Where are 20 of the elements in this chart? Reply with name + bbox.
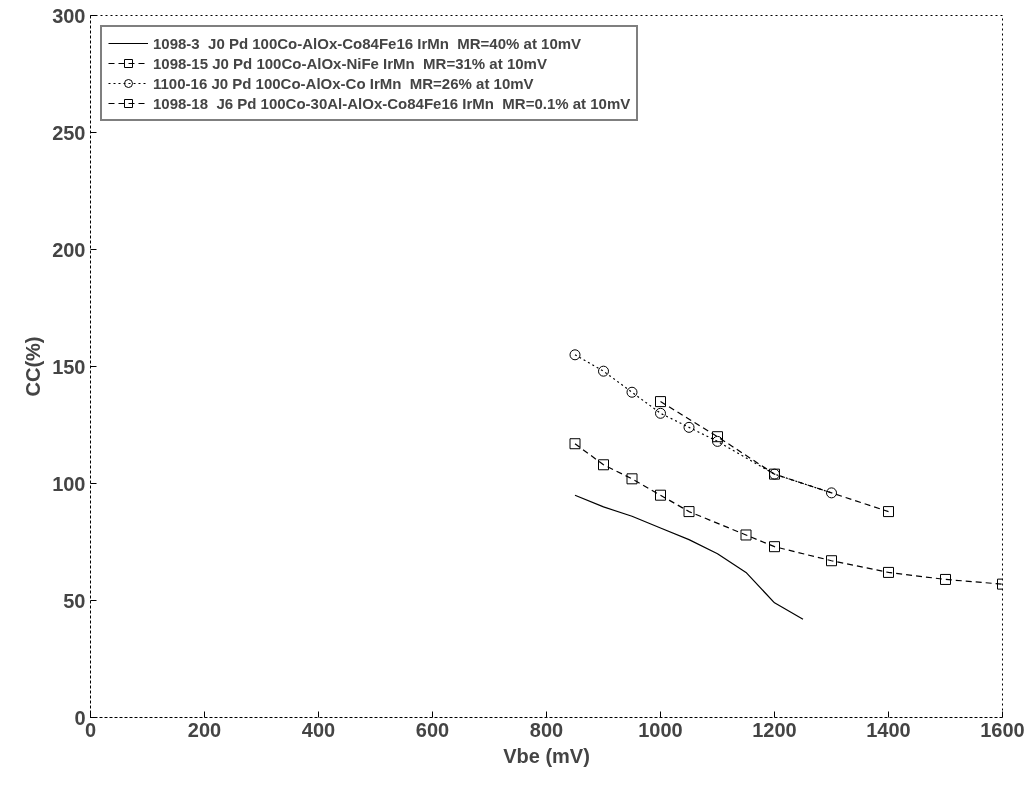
legend-label: 1100-16 J0 Pd 100Co-AlOx-Co IrMn MR=26% at 10mV <box>153 74 534 92</box>
y-tick-label: 50 <box>63 589 86 612</box>
y-tick-label: 100 <box>52 472 86 495</box>
x-tick-label: 1600 <box>980 718 1025 741</box>
y-tick-label: 150 <box>52 355 86 378</box>
x-tick-label: 1200 <box>752 718 797 741</box>
x-tick-label: 1000 <box>638 718 683 741</box>
x-tick-label: 800 <box>529 718 564 741</box>
y-tick-label: 300 <box>52 4 86 27</box>
legend-label: 1098-3 J0 Pd 100Co-AlOx-Co84Fe16 IrMn MR=40% at 10mV <box>153 34 582 52</box>
x-tick-label: 600 <box>415 718 450 741</box>
x-tick-label: 200 <box>187 718 222 741</box>
x-axis-title: Vbe (mV) <box>503 744 590 767</box>
y-axis-title: CC(%) <box>22 336 45 397</box>
y-tick-label: 200 <box>52 238 86 261</box>
y-tick-label: 250 <box>52 121 86 144</box>
legend-label: 1098-18 J6 Pd 100Co-30Al-AlOx-Co84Fe16 IrMn MR=0.1% at 10mV <box>153 94 631 112</box>
x-tick-label: 400 <box>301 718 336 741</box>
x-tick-label: 1400 <box>866 718 911 741</box>
legend-label: 1098-15 J0 Pd 100Co-AlOx-NiFe IrMn MR=31% at 10mV <box>153 54 547 72</box>
